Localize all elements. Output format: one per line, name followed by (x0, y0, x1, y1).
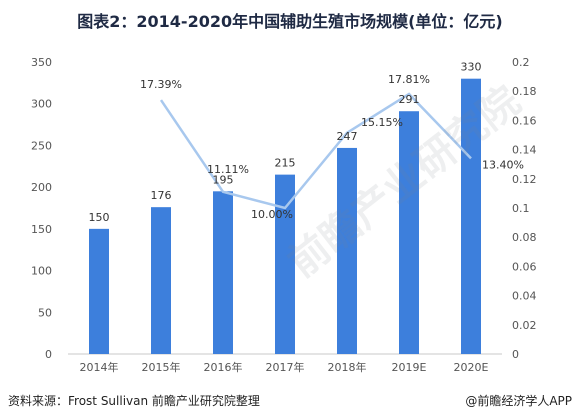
chart-title: 图表2：2014-2020年中国辅助生殖市场规模(单位：亿元) (77, 12, 503, 31)
data-labels: 150 176 195 215 247 291 330 17.39% 11.11% 10.00% 1… (89, 61, 524, 224)
y2-tick-label: 0.12 (512, 173, 537, 186)
y-tick-label: 0 (45, 348, 52, 361)
bars (89, 78, 481, 354)
x-tick-label: 2014年 (80, 360, 119, 374)
bar-value-label: 176 (151, 189, 172, 202)
bar (337, 147, 357, 354)
growth-value-label: 10.00% (251, 208, 293, 221)
bar-value-label: 150 (89, 211, 110, 224)
bar (213, 191, 233, 354)
y-tick-label: 300 (31, 98, 52, 111)
y2-tick-label: 0 (512, 348, 519, 361)
growth-value-label: 15.15% (361, 116, 403, 129)
x-tick-label: 2016年 (204, 360, 243, 374)
y2-tick-label: 0.06 (512, 260, 537, 273)
bar (151, 207, 171, 354)
growth-value-label: 13.40% (482, 158, 524, 171)
growth-line-path (159, 92, 472, 210)
bar-value-label: 195 (213, 173, 234, 186)
growth-value-label: 17.81% (388, 73, 430, 86)
bar (275, 174, 295, 354)
brand-credit: @前瞻经济学人APP (465, 394, 572, 408)
source-note: 资料来源：Frost Sullivan 前瞻产业研究院整理 (8, 394, 260, 408)
y-tick-label: 250 (31, 139, 52, 152)
x-tick-label: 2017年 (266, 360, 305, 374)
axes: 0 50 100 150 200 250 300 350 0 0.02 0.04 0.06 0.08 0.… (31, 56, 537, 374)
growth-value-label: 17.39% (140, 78, 182, 91)
y-tick-label: 150 (31, 223, 52, 236)
bar-value-label: 291 (399, 93, 420, 106)
bar-value-label: 215 (275, 157, 296, 170)
y2-tick-label: 0.18 (512, 85, 537, 98)
y2-tick-label: 0.14 (512, 144, 537, 157)
growth-line (159, 92, 472, 210)
x-tick-label: 2019E (392, 361, 427, 374)
y2-tick-label: 0.16 (512, 114, 537, 127)
bar-value-label: 330 (461, 61, 482, 74)
y-tick-label: 50 (38, 306, 52, 319)
y-tick-label: 350 (31, 56, 52, 69)
x-tick-label: 2020E (454, 361, 489, 374)
y-tick-label: 200 (31, 181, 52, 194)
bar-value-label: 247 (337, 130, 358, 143)
y-tick-label: 100 (31, 265, 52, 278)
x-tick-label: 2018年 (328, 360, 367, 374)
y2-tick-label: 0.08 (512, 231, 537, 244)
bar (89, 228, 109, 354)
bar (461, 78, 481, 354)
y2-tick-label: 0.02 (512, 319, 537, 332)
growth-value-label: 11.11% (207, 163, 249, 176)
y2-tick-label: 0.2 (512, 56, 530, 69)
bar (399, 111, 419, 354)
x-tick-label: 2015年 (142, 360, 181, 374)
y2-tick-label: 0.04 (512, 290, 537, 303)
y2-tick-label: 0.1 (512, 202, 530, 215)
